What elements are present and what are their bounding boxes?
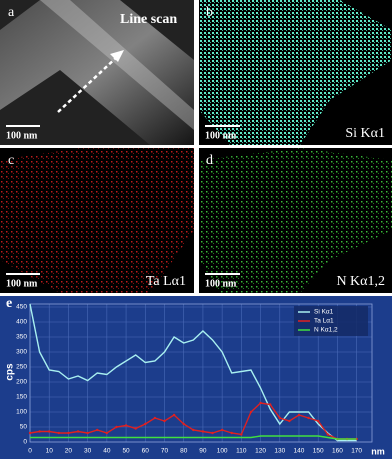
image [199, 0, 392, 145]
point [201, 430, 205, 433]
image [0, 148, 194, 293]
point [278, 416, 281, 420]
x-tick-label: 10 [46, 448, 54, 455]
y-tick-label: 350 [16, 334, 27, 341]
point [153, 416, 157, 420]
x-tick-label: 130 [274, 448, 285, 455]
point [48, 430, 51, 433]
point [268, 403, 272, 406]
legend-label: Ta Lα1 [314, 318, 334, 325]
x-axis-label: nm [371, 446, 385, 456]
point [115, 425, 118, 429]
scale-label: 100 nm [205, 130, 237, 141]
point [76, 430, 80, 433]
panel-label: c [8, 153, 14, 168]
image [199, 148, 392, 293]
x-tick-label: 160 [332, 448, 343, 455]
point [259, 401, 262, 405]
y-tick-label: 0 [23, 439, 27, 446]
plot-frame [29, 303, 373, 443]
panel-d: d N Kα1,2 100 nm [199, 148, 392, 293]
panel-c: c Ta Lα1 100 nm [0, 148, 194, 293]
point [230, 431, 233, 435]
point [124, 424, 128, 427]
point [163, 419, 166, 423]
annotation: N Kα1,2 [336, 274, 385, 289]
point [172, 413, 176, 417]
point [317, 419, 320, 423]
y-tick-label: 400 [16, 319, 27, 326]
image [0, 0, 194, 145]
y-axis-label: cps [5, 363, 16, 381]
scale-label: 100 nm [205, 278, 237, 289]
annotation: Ta Lα1 [146, 274, 186, 289]
panel-label: a [8, 5, 15, 20]
legend-label: N Kα1,2 [314, 327, 338, 334]
arrow [110, 50, 124, 62]
scale-label: 100 nm [6, 278, 38, 289]
y-tick-label: 300 [16, 349, 27, 356]
point [297, 413, 301, 417]
x-tick-label: 50 [122, 448, 130, 455]
point [240, 433, 243, 436]
point [86, 431, 89, 435]
x-tick-label: 120 [255, 448, 266, 455]
x-tick-label: 60 [142, 448, 150, 455]
point [28, 431, 32, 435]
point [57, 431, 61, 435]
scale-label: 100 nm [6, 130, 38, 141]
point [307, 416, 310, 420]
x-tick-label: 150 [313, 448, 324, 455]
series-line [30, 435, 357, 440]
y-tick-label: 450 [16, 304, 27, 311]
x-tick-label: 70 [161, 448, 169, 455]
y-tick-label: 100 [16, 409, 27, 416]
point [134, 427, 137, 430]
point [67, 431, 70, 435]
x-tick-label: 170 [351, 448, 362, 455]
panel-label: d [206, 153, 213, 168]
x-tick-label: 20 [65, 448, 73, 455]
series-line [29, 303, 357, 442]
point [105, 431, 109, 435]
x-tick-label: 140 [294, 448, 305, 455]
x-tick-label: 40 [103, 448, 111, 455]
annotation: Si Kα1 [345, 126, 385, 141]
point [38, 430, 41, 433]
point [249, 410, 253, 414]
point [326, 433, 330, 436]
point [96, 428, 99, 432]
y-tick-label: 50 [20, 424, 28, 431]
point [192, 428, 195, 432]
point [211, 431, 214, 435]
point [144, 422, 147, 426]
y-tick-label: 150 [16, 394, 27, 401]
point [182, 422, 185, 426]
panel-b: b Si Kα1 100 nm [199, 0, 392, 145]
x-tick-label: 110 [236, 448, 247, 455]
annotation: Line scan [120, 12, 177, 27]
point [220, 428, 224, 432]
x-tick-label: 30 [84, 448, 92, 455]
panel-label: b [206, 5, 213, 20]
y-tick-label: 250 [16, 364, 27, 371]
x-tick-label: 90 [199, 448, 207, 455]
panel-a: a Line scan 100 nm [0, 0, 194, 145]
point [288, 419, 291, 423]
panel-label: e [6, 296, 12, 311]
image [40, 0, 194, 130]
x-tick-label: 80 [180, 448, 188, 455]
x-tick-label: 100 [217, 448, 228, 455]
legend-label: Si Kα1 [314, 309, 334, 316]
y-tick-label: 200 [16, 379, 27, 386]
x-tick-label: 0 [28, 448, 32, 455]
